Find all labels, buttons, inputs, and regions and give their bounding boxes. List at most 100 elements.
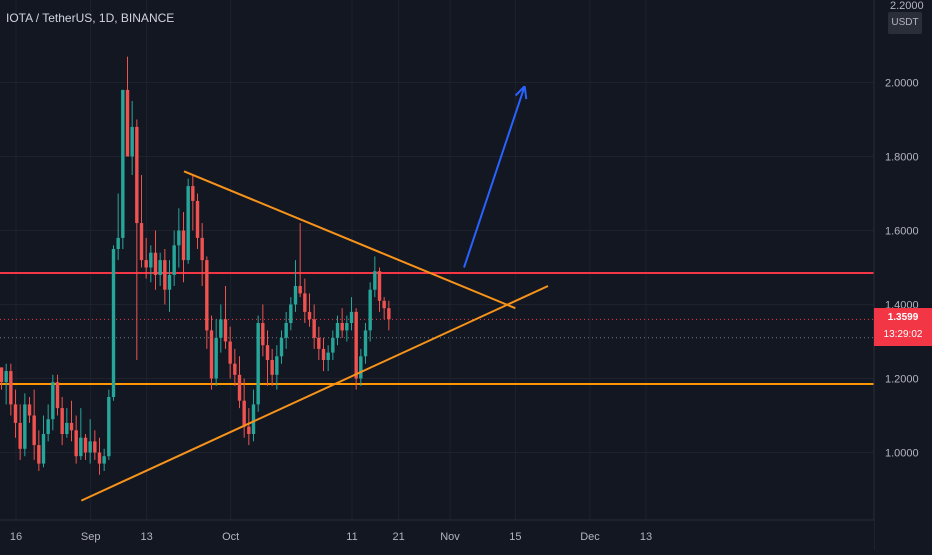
price-tick-label: 1.8000 [885,152,919,164]
candle-body [41,434,46,464]
levels [0,272,874,386]
projection-arrow [463,85,526,268]
time-tick-label: Nov [440,531,460,543]
time-axis[interactable]: 16 Sep 13 Oct 11 21 Nov 15 Dec 13 [0,519,874,550]
candle-body [307,311,312,320]
candle-body [60,408,64,434]
candle-body [261,323,265,346]
candle-body [223,319,228,342]
price-tick-label: 2.2000 [890,0,924,12]
price-axis[interactable]: 1.00001.20001.40001.60001.80002.00002.20… [873,0,932,550]
projection-arrow-head [523,86,528,100]
candle-body [144,260,148,268]
candle-body [97,452,102,464]
candle-body [317,337,321,349]
time-axis-bg [0,520,874,550]
price-tick-label: 2.0000 [885,78,919,90]
price-tick-label: 1.6000 [885,226,919,238]
candle-body [46,419,50,434]
candle-body [102,456,106,464]
candle-body [139,223,144,261]
candle-body [0,367,4,383]
candle-body [270,360,274,375]
candle-body [354,311,358,379]
projection-arrow-head [514,85,526,97]
candle-body [321,348,326,360]
time-tick-label: 15 [509,531,521,543]
price-axis-bg [874,0,932,550]
candle-body [195,200,200,238]
candle-body [284,323,288,338]
last-price-tag: 1.3599 13:29:02 [874,308,932,346]
candle-body [303,293,307,312]
candle-body [242,400,246,427]
candle-body [349,311,354,323]
candle-body [130,126,134,157]
candle-body [265,345,270,360]
time-tick-label: 11 [346,531,357,543]
candle-body [298,286,302,294]
candle-body [153,252,158,275]
candle-body [214,337,218,379]
time-tick-label: 21 [393,531,405,543]
candle-body [251,404,256,434]
candle-body [13,404,18,423]
candle-body [209,330,214,379]
price-axis-unit[interactable]: USDT [888,12,922,34]
candle-body [359,356,363,379]
candle-body [363,330,368,357]
candle-body [237,374,242,401]
candle-body [279,337,284,357]
time-tick-label: Dec [580,531,600,543]
candle-body [27,404,32,416]
candle-body [191,186,195,201]
candle-body [335,323,340,338]
candle-body [79,437,83,457]
candle-body [18,422,22,449]
drawings [80,85,549,502]
candle-body [167,274,172,290]
candle-body [74,430,78,457]
candle-body [200,237,204,261]
candle-body [121,89,125,238]
candles [0,56,391,475]
candle-body [51,382,55,420]
candle-body [326,352,330,360]
candle-body [177,230,181,246]
candle-body [247,426,251,434]
candle-body [293,286,298,305]
candle-body [149,252,153,268]
candle-body [387,308,391,320]
candle-body [331,337,335,353]
candle-body [55,382,60,409]
time-tick-label: Oct [222,531,239,543]
candle-body [32,415,36,446]
candle-body [377,271,382,301]
lower-trendline [80,285,549,502]
candle-body [158,260,162,275]
candle-body [116,237,120,249]
candle-body [88,441,92,453]
candle-body [233,363,237,375]
last-price-value: 1.3599 [887,312,919,323]
candle-body [275,356,279,375]
candle-body [312,319,316,338]
candle-body [345,323,349,331]
candle-body [83,437,88,453]
candle-body [373,271,377,290]
candle-body [93,441,97,453]
upper-trendline [183,170,516,310]
candle-body [382,300,386,309]
candle-body [37,445,41,464]
candle-body [135,126,139,224]
price-tick-label: 1.0000 [885,448,919,460]
bar-countdown: 13:29:02 [883,329,923,340]
time-tick-label: 13 [640,531,652,543]
candle-body [219,319,223,338]
candle-body [111,249,116,397]
candle-body [228,341,232,364]
candle-body [340,323,344,331]
candle-body [205,260,209,331]
